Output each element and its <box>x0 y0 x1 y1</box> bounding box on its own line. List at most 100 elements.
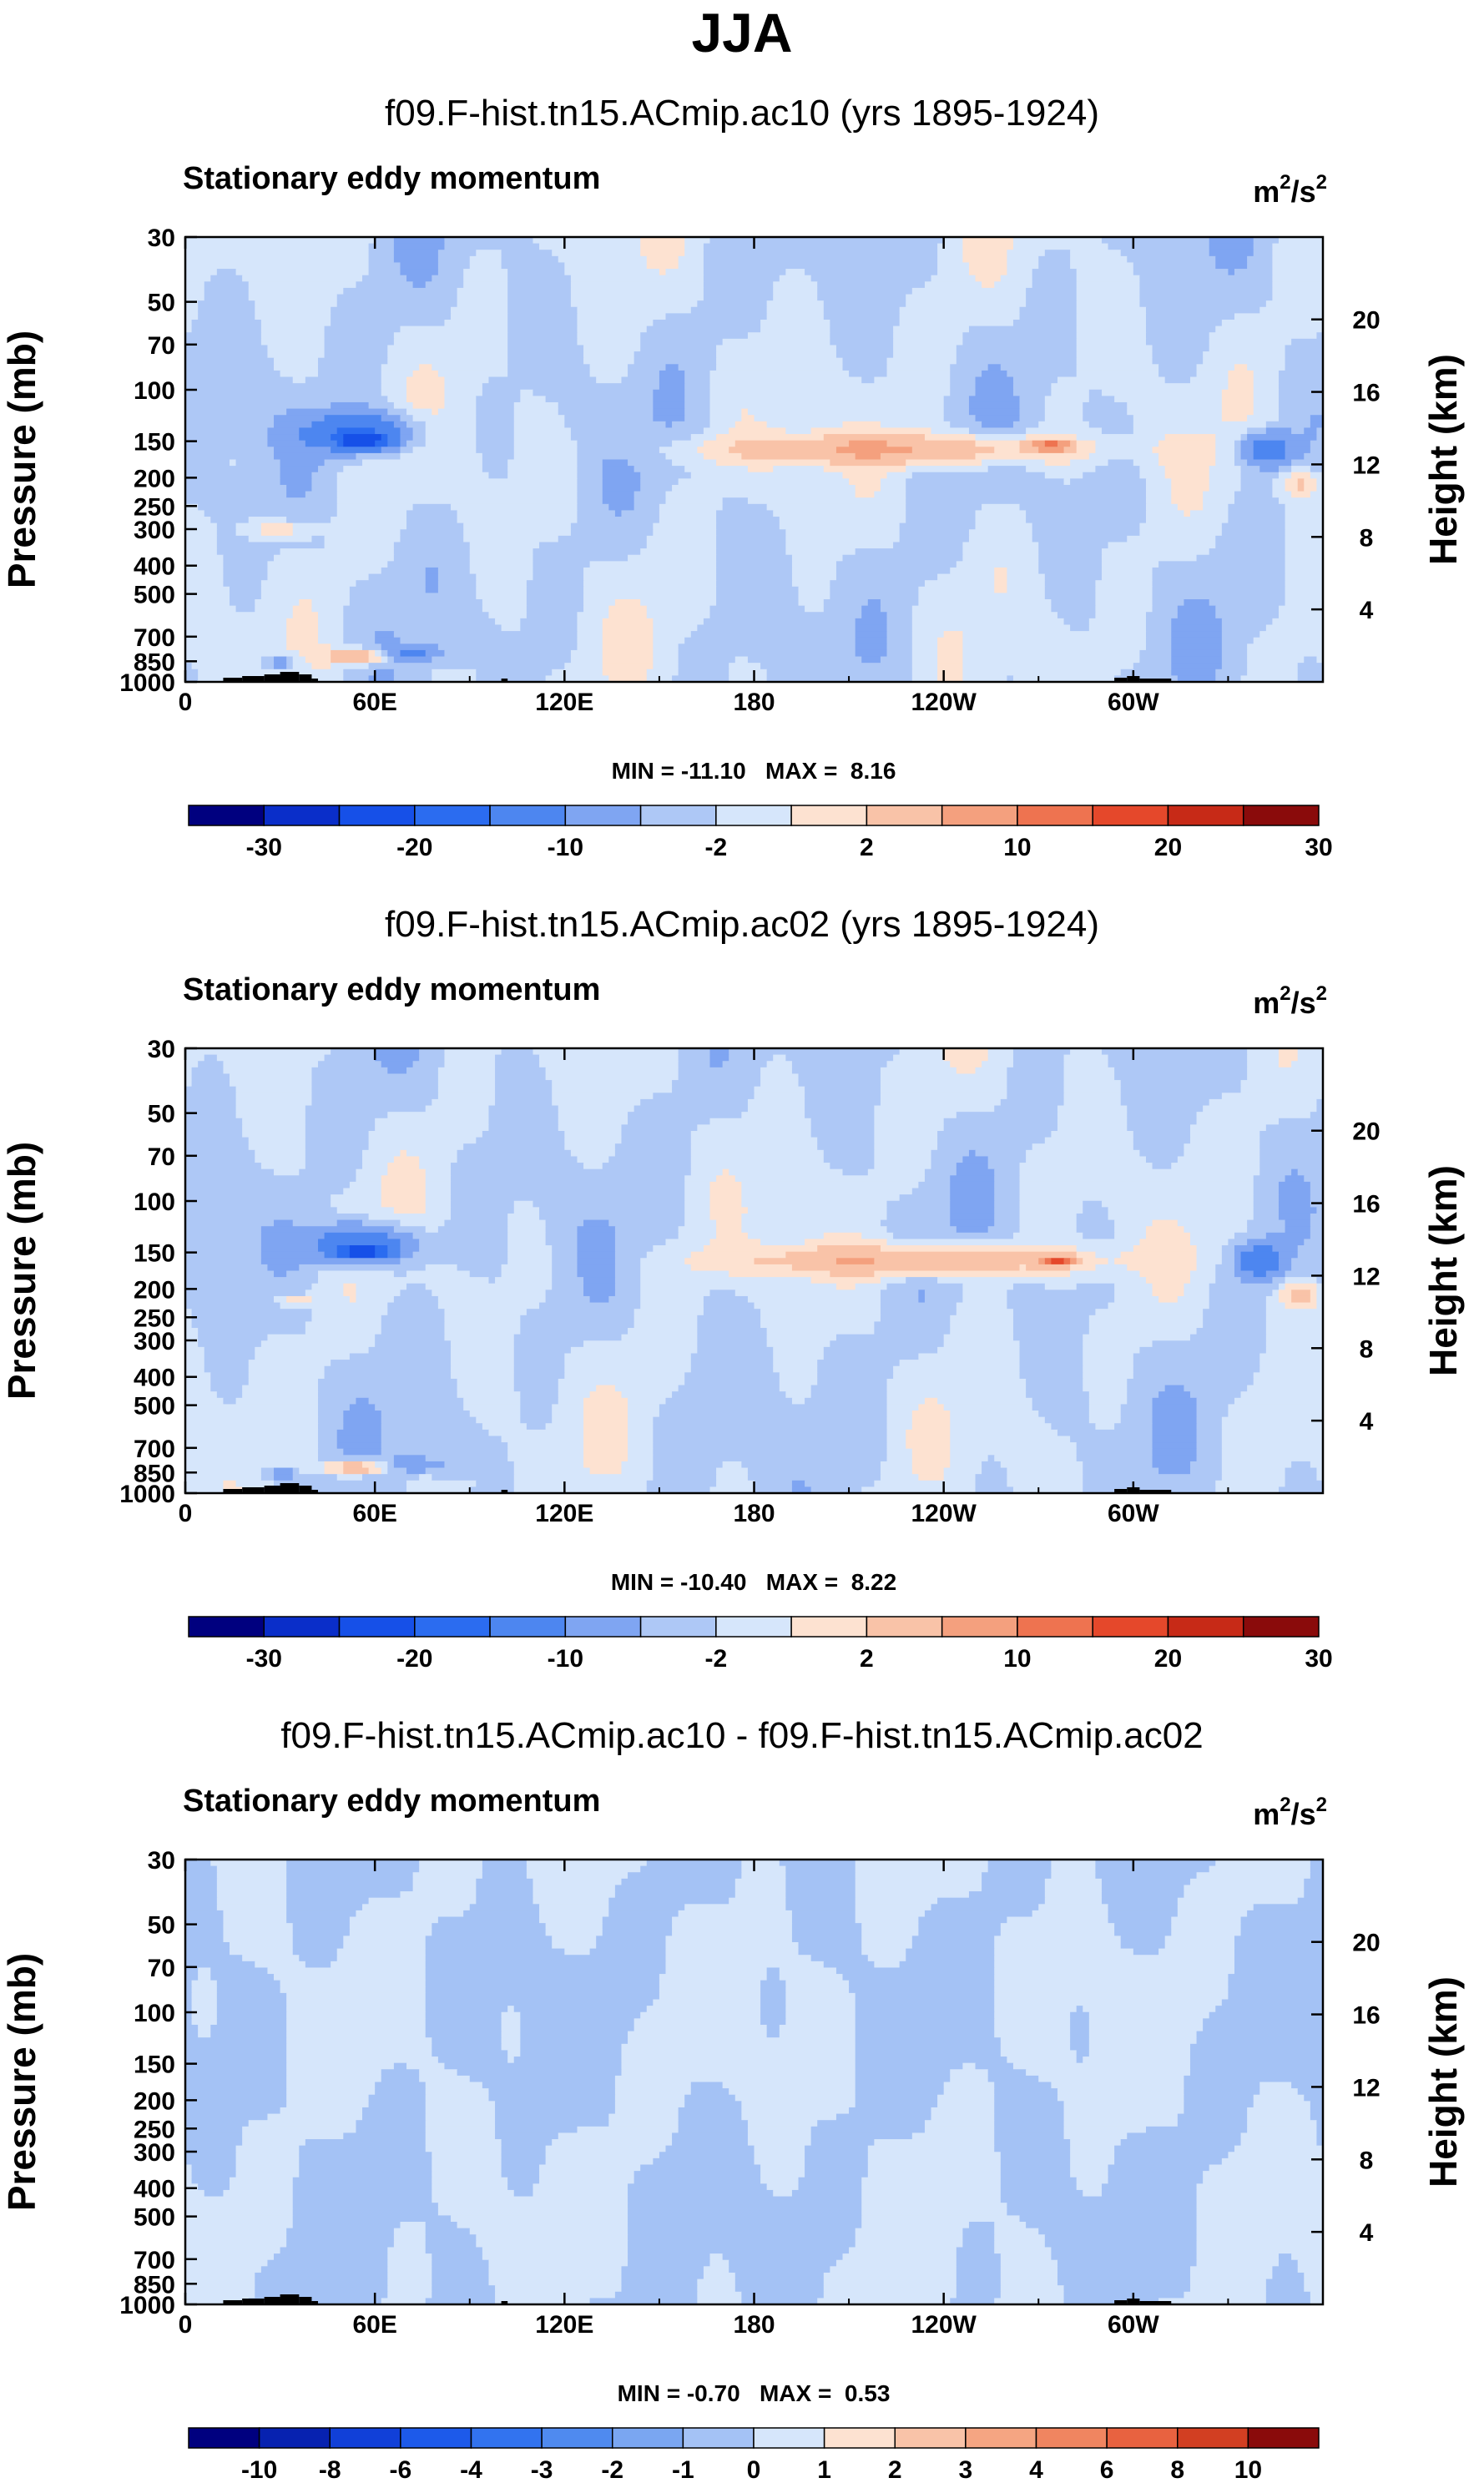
contour-cell <box>1145 326 1216 333</box>
contour-cell <box>760 2164 805 2172</box>
contour-cell <box>741 2291 825 2299</box>
contour-cell <box>734 1891 786 1899</box>
contour-cell <box>318 1411 344 1418</box>
contour-cell <box>437 1226 508 1234</box>
contour-cell <box>387 440 401 447</box>
contour-cell <box>1196 1872 1311 1880</box>
contour-cell <box>950 2075 989 2083</box>
contour-cell <box>185 2222 294 2229</box>
contour-cell <box>823 2285 957 2293</box>
contour-cell <box>1101 389 1223 396</box>
contour-cell <box>994 1181 1021 1189</box>
contour-cell <box>899 306 1021 314</box>
contour-cell <box>1209 345 1286 352</box>
colorbar-label: -2 <box>705 1645 728 1673</box>
contour-cell <box>867 2152 1002 2159</box>
contour-cell <box>393 338 508 346</box>
contour-cell <box>906 1429 951 1437</box>
contour-cell <box>729 1054 774 1062</box>
contour-cell <box>343 624 502 632</box>
contour-cell <box>318 1442 338 1450</box>
contour-cell <box>830 1163 875 1170</box>
contour-cell <box>703 281 774 289</box>
contour-cell <box>185 529 218 537</box>
contour-cell <box>874 1328 951 1335</box>
contour-cell <box>1012 421 1039 429</box>
contour-cell <box>1196 2196 1323 2203</box>
contour-cell <box>672 1916 793 1924</box>
colorbar-label: -10 <box>548 1645 583 1673</box>
contour-cell <box>437 1080 496 1088</box>
contour-cell <box>419 1156 458 1163</box>
contour-cell <box>911 1461 951 1469</box>
contour-cell <box>1076 275 1140 282</box>
contour-cell <box>210 1372 250 1380</box>
contour-cell <box>1278 415 1311 422</box>
contour-cell <box>785 535 901 543</box>
contour-cell <box>507 1258 553 1265</box>
contour-cell <box>198 1328 306 1335</box>
contour-cell <box>1076 287 1140 295</box>
contour-cell <box>614 1143 692 1151</box>
contour-cell <box>1019 408 1046 416</box>
contour-cell <box>583 586 717 593</box>
contour-cell <box>665 1961 825 1969</box>
contour-cell <box>451 1163 584 1170</box>
contour-cell <box>697 1321 761 1329</box>
contour-cell <box>185 1999 193 2006</box>
contour-cell <box>684 389 711 396</box>
contour-cell <box>950 1188 995 1195</box>
contour-cell <box>1316 1474 1323 1481</box>
contour-cell <box>1088 2011 1210 2019</box>
contour-cell <box>880 484 906 492</box>
contour-cell <box>267 351 326 359</box>
contour-cell <box>1083 1334 1191 1341</box>
contour-cell <box>1265 421 1311 429</box>
contour-cell <box>185 593 230 600</box>
contour-cell <box>495 1086 553 1093</box>
contour-cell <box>608 1156 692 1163</box>
contour-cell <box>1196 1436 1223 1443</box>
contour-cell <box>1203 503 1229 512</box>
contour-cell <box>533 389 654 396</box>
contour-cell <box>1285 593 1323 600</box>
y-tick-label: 30 <box>148 1036 175 1063</box>
contour-cell <box>1291 1461 1311 1469</box>
contour-cell <box>994 2107 1065 2115</box>
contour-cell <box>931 427 970 435</box>
contour-cell <box>874 1149 932 1158</box>
contour-cell <box>937 1346 1021 1355</box>
contour-cell <box>362 459 483 467</box>
contour-cell <box>1177 2120 1248 2127</box>
contour-cell <box>1019 1353 1083 1360</box>
contour-cell <box>419 1245 508 1253</box>
contour-cell <box>1310 1461 1323 1469</box>
contour-cell <box>235 2171 300 2178</box>
contour-cell <box>520 1328 628 1335</box>
contour-cell <box>614 1251 648 1259</box>
contour-cell <box>956 2279 1002 2286</box>
contour-cell <box>260 332 326 340</box>
contour-cell <box>754 1093 805 1100</box>
contour-cell <box>577 1245 616 1253</box>
contour-cell <box>950 1213 995 1221</box>
contour-cell <box>1019 440 1033 447</box>
contour-cell <box>400 2222 427 2229</box>
contour-cell <box>299 1264 427 1272</box>
contour-cell <box>987 1054 1014 1062</box>
contour-cell <box>855 2018 995 2026</box>
contour-cell <box>185 1086 237 1093</box>
contour-cell <box>513 1461 584 1469</box>
contour-cell <box>1285 573 1323 581</box>
contour-cell <box>855 649 888 658</box>
contour-cell <box>305 656 331 664</box>
contour-cell <box>375 669 395 676</box>
contour-cell <box>432 2171 502 2178</box>
contour-cell <box>216 1980 281 1987</box>
contour-cell <box>1120 1404 1153 1411</box>
y-axis-title: Pressure (mb) <box>0 331 43 588</box>
contour-cell <box>861 612 888 619</box>
contour-cell <box>577 491 603 498</box>
contour-cell <box>697 300 768 308</box>
contour-cell <box>1026 300 1078 308</box>
